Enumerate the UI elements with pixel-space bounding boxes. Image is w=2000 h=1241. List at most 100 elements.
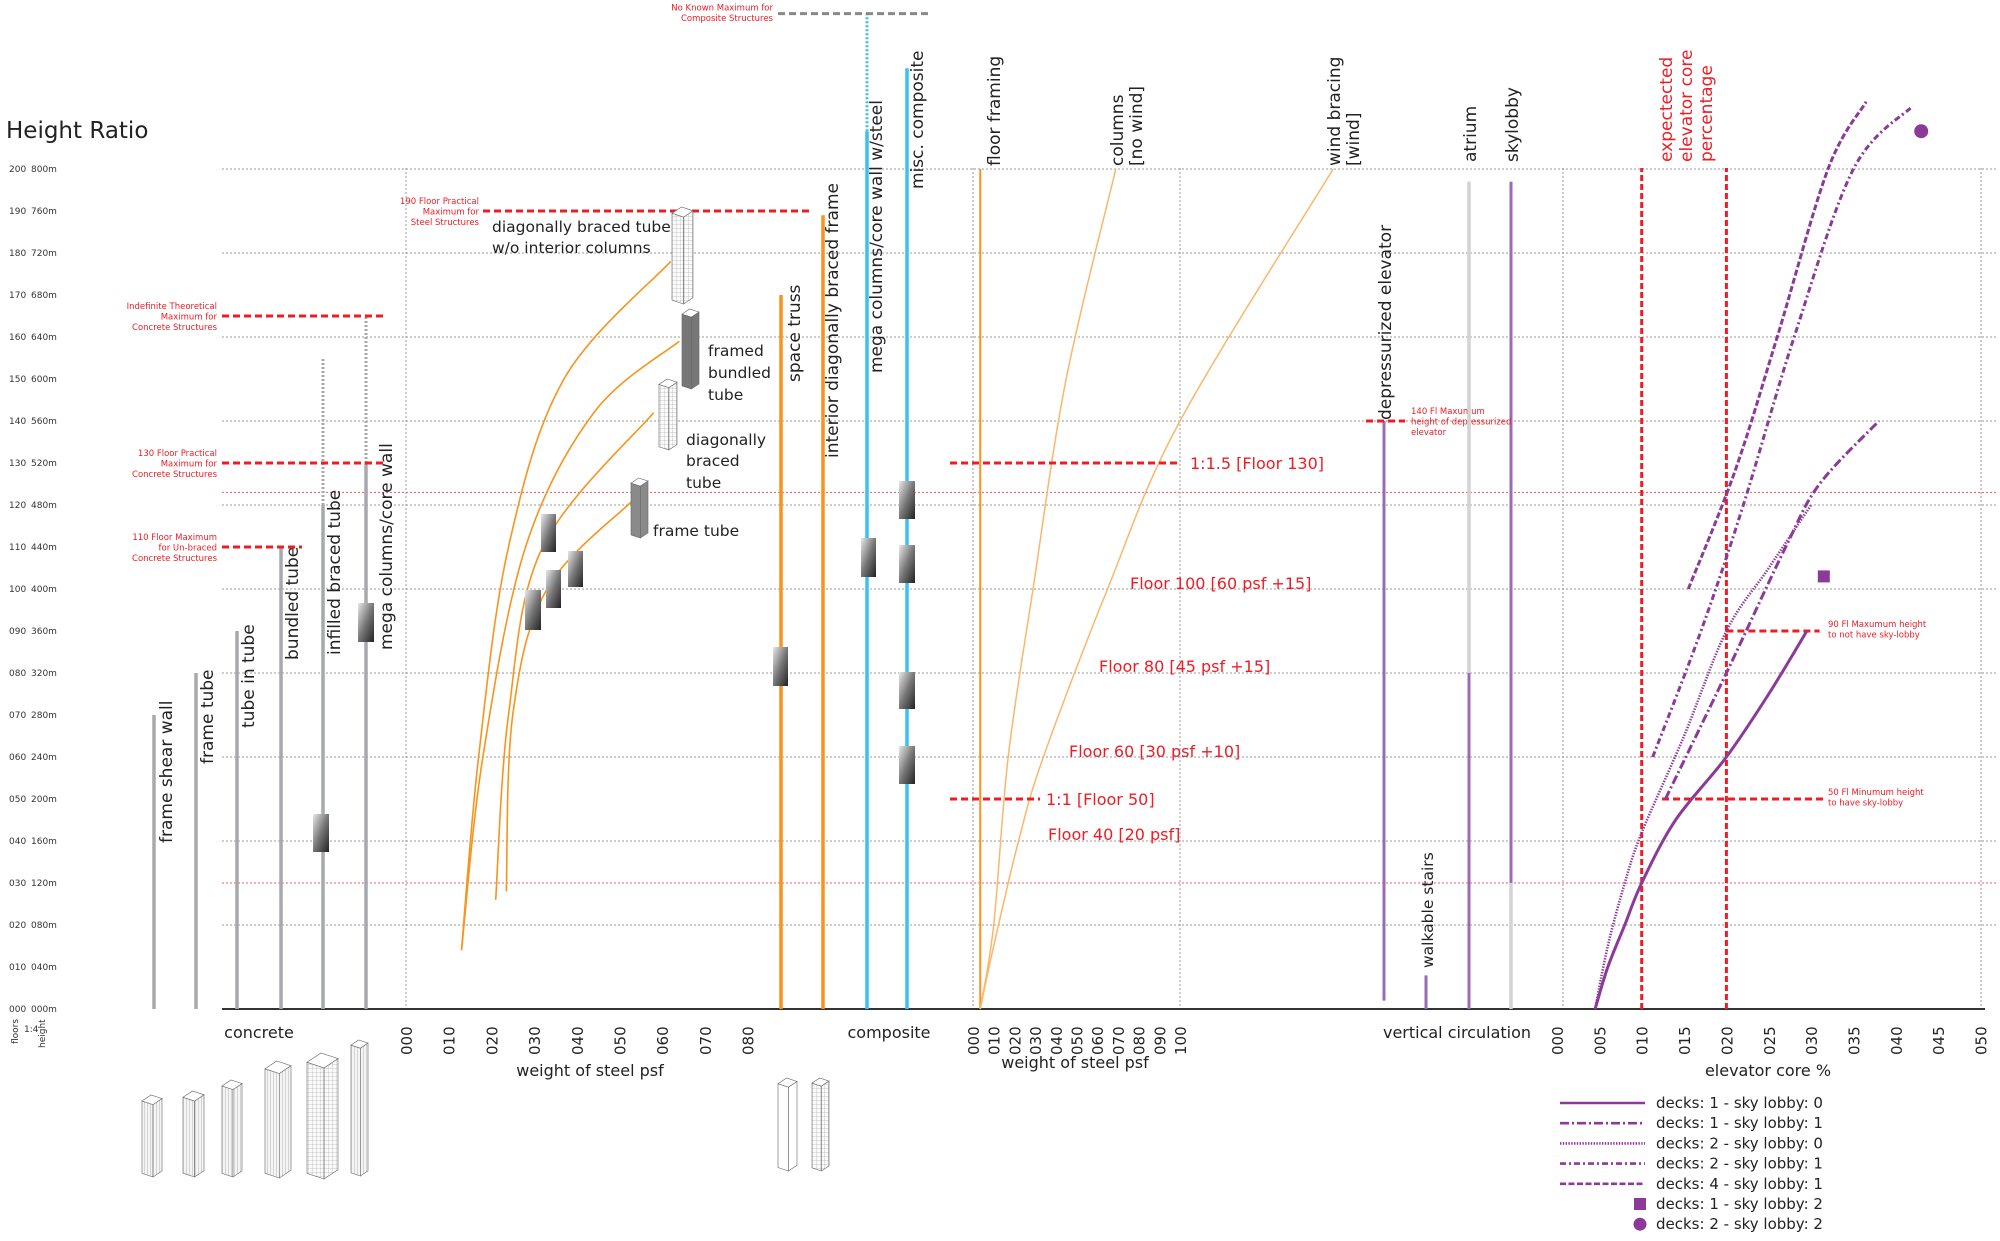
steel-system-label: tube [686, 474, 721, 492]
steel-system-curve [505, 500, 633, 892]
steel-system-label: braced [686, 452, 740, 470]
y-tick-height: 360m [31, 627, 57, 637]
steel-weight-x-tick: 000 [965, 1026, 983, 1055]
y-tick-floors: 100 [9, 585, 26, 595]
concrete-limit-label: for Un-braced [159, 544, 217, 554]
concrete-limit-label: Maximum for [161, 313, 218, 323]
y-tick-height: 720m [31, 249, 57, 259]
y-tick-floors: 180 [9, 249, 26, 259]
expected-core-label: expectected [1657, 57, 1677, 162]
series-marker-square [1817, 570, 1830, 583]
steel-x-tick: 040 [569, 1026, 587, 1055]
legend-entry-label: decks: 1 - sky lobby: 1 [1656, 1114, 1823, 1132]
steel-weight-x-tick: 060 [1089, 1026, 1107, 1055]
concrete-limit-label: 130 Floor Practical [138, 449, 217, 459]
steel-tower-icon [630, 477, 649, 539]
elevator-limit-label: 90 Fl Maxumum height [1828, 620, 1927, 630]
y-tick-height: 120m [31, 879, 57, 889]
elevator-x-tick: 030 [1803, 1026, 1821, 1055]
y-axis-label-ratio: 1:4 [24, 1025, 39, 1035]
y-tick-height: 400m [31, 585, 57, 595]
composite-group-label: composite [847, 1023, 930, 1042]
elevator-x-tick: 015 [1676, 1026, 1694, 1055]
y-tick-floors: 140 [9, 417, 26, 427]
steel-weight-x-tick: 080 [1131, 1026, 1149, 1055]
steel-x-tick: 080 [740, 1026, 758, 1055]
y-tick-floors: 190 [9, 207, 26, 217]
concrete-limit-label: Maximum for [161, 460, 218, 470]
y-tick-floors: 070 [9, 711, 26, 721]
y-tick-height: 680m [31, 291, 57, 301]
steel-weight-series-label: wind bracing [1325, 57, 1345, 166]
building-photo [899, 545, 915, 583]
legend-square-icon [1634, 1198, 1646, 1210]
steel-weight-curve [979, 168, 1117, 1010]
building-photo [773, 647, 788, 686]
concrete-limit-label: Concrete Structures [132, 470, 218, 480]
steel-x-tick: 020 [483, 1026, 501, 1055]
building-photo [899, 746, 915, 784]
elevator-core-series-line [1593, 630, 1809, 1010]
building-photo [546, 570, 561, 608]
y-tick-floors: 000 [9, 1005, 26, 1015]
steel-system-label: frame tube [653, 522, 739, 540]
concrete-structure-label: frame shear wall [157, 701, 177, 843]
steel-tower-icon [671, 206, 694, 305]
y-tick-height: 240m [31, 753, 57, 763]
concrete-group-label: concrete [224, 1023, 294, 1042]
steel-x-label: weight of steel psf [516, 1061, 664, 1080]
steel-x-tick: 060 [654, 1026, 672, 1055]
concrete-structure-label: mega columns/core wall [377, 443, 397, 650]
y-tick-floors: 040 [9, 837, 26, 847]
y-tick-height: 080m [31, 921, 57, 931]
y-tick-height: 640m [31, 333, 57, 343]
floor-weight-annotation: Floor 80 [45 psf +15] [1099, 657, 1270, 676]
legend-entry-label: decks: 2 - sky lobby: 0 [1656, 1134, 1823, 1152]
y-tick-height: 560m [31, 417, 57, 427]
concrete-limit-label: Concrete Structures [132, 323, 218, 333]
y-tick-height: 600m [31, 375, 57, 385]
steel-system-label: diagonally [686, 431, 766, 449]
steel-system-label: diagonally braced tube [492, 218, 671, 236]
steel-weight-x-tick: 050 [1069, 1026, 1087, 1055]
elevator-core-series-line [1664, 419, 1880, 800]
steel-x-tick: 030 [526, 1026, 544, 1055]
building-photo [899, 672, 915, 709]
concrete-tower-sketch-icon [350, 1039, 369, 1177]
elevator-limit-label: to have sky-lobby [1828, 799, 1903, 809]
composite-limit-label: Composite Structures [681, 14, 774, 24]
y-tick-height: 440m [31, 543, 57, 553]
y-tick-floors: 160 [9, 333, 26, 343]
circulation-label: atrium [1461, 106, 1481, 162]
steel-vertical-system-label: space truss [785, 284, 805, 382]
y-axis-label-floors: floors [11, 1019, 21, 1044]
building-photo [541, 514, 556, 552]
building-photo [861, 538, 876, 577]
steel-weight-curve [979, 168, 1334, 1010]
elevator-core-series-line [1686, 101, 1868, 590]
concrete-limit-label: Concrete Structures [132, 554, 218, 564]
series-marker-circle [1914, 124, 1929, 139]
y-tick-height: 000m [31, 1005, 57, 1015]
legend-entry-label: decks: 2 - sky lobby: 2 [1656, 1215, 1823, 1233]
y-axis-label-height: height [38, 1019, 48, 1048]
y-tick-height: 160m [31, 837, 57, 847]
steel-system-curve [494, 412, 655, 900]
circulation-limit-label: elevator [1411, 428, 1447, 438]
space-truss-sketch-icon [777, 1077, 798, 1172]
concrete-limit-label: Indefinite Theoretical [127, 302, 217, 312]
composite-system-label: misc. composite [908, 51, 928, 190]
steel-weight-x-label: weight of steel psf [1001, 1053, 1149, 1072]
building-photo [899, 481, 915, 519]
concrete-tower-sketch-icon [221, 1079, 243, 1178]
legend-entry-label: decks: 2 - sky lobby: 1 [1656, 1155, 1823, 1173]
legend-entry-label: decks: 1 - sky lobby: 2 [1656, 1195, 1823, 1213]
height-ratio-label: 1:1 [Floor 50] [1046, 790, 1155, 809]
steel-weight-x-tick: 070 [1110, 1026, 1128, 1055]
steel-weight-series-label: [wind] [1344, 113, 1364, 166]
y-tick-height: 280m [31, 711, 57, 721]
steel-x-tick: 070 [697, 1026, 715, 1055]
steel-weight-x-tick: 100 [1172, 1026, 1190, 1055]
